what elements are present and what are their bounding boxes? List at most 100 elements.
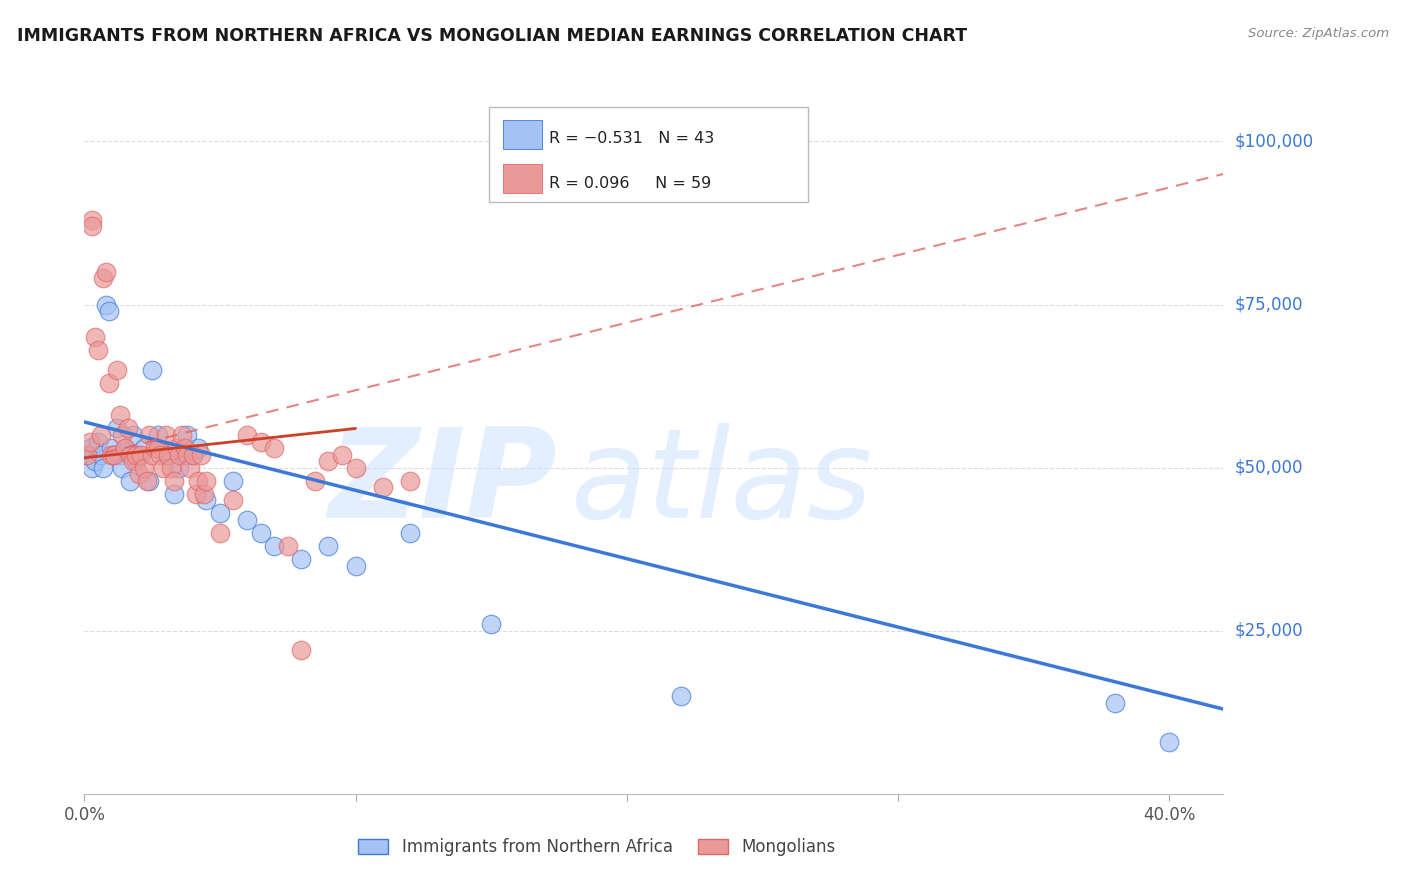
Point [160,460,183,475]
Point [163,474,186,488]
Point [179,460,201,475]
Point [208,525,231,540]
Point [187,441,209,455]
Point [170,428,193,442]
Point [249,434,271,449]
Point [135,474,157,488]
Point [157,448,180,462]
Point [87,434,110,449]
Point [479,617,502,632]
FancyBboxPatch shape [489,107,807,202]
Text: IMMIGRANTS FROM NORTHERN AFRICA VS MONGOLIAN MEDIAN EARNINGS CORRELATION CHART: IMMIGRANTS FROM NORTHERN AFRICA VS MONGO… [17,27,967,45]
Point [76,448,98,462]
Point [398,474,420,488]
Text: R = 0.096     N = 59: R = 0.096 N = 59 [548,176,711,191]
Text: $50,000: $50,000 [1234,458,1303,476]
Point [195,474,218,488]
Point [111,428,134,442]
Point [236,513,259,527]
Point [176,448,198,462]
Point [128,448,150,462]
Point [105,363,128,377]
Point [138,474,160,488]
Point [82,219,104,234]
Point [249,525,271,540]
Point [155,448,177,462]
Point [84,330,107,344]
Point [90,448,112,462]
Point [176,428,198,442]
Point [173,441,195,455]
Point [122,454,145,468]
Point [181,448,204,462]
Point [181,448,204,462]
Point [94,297,117,311]
Point [105,421,128,435]
Point [141,363,163,377]
Text: $100,000: $100,000 [1234,132,1313,151]
Point [277,539,299,553]
Point [108,448,131,462]
Text: Source: ZipAtlas.com: Source: ZipAtlas.com [1249,27,1389,40]
Point [111,460,134,475]
Point [146,441,169,455]
Point [93,271,115,285]
Point [344,460,367,475]
Point [330,448,353,462]
Point [125,454,148,468]
Point [318,454,340,468]
Point [187,474,209,488]
Point [146,428,169,442]
Point [290,643,312,657]
Point [290,552,312,566]
Point [82,460,104,475]
Point [163,487,186,501]
Point [149,448,172,462]
Point [103,448,125,462]
Point [120,474,142,488]
Point [143,441,166,455]
Point [398,525,420,540]
Point [93,460,115,475]
Point [195,493,218,508]
Point [169,460,191,475]
Point [184,487,207,501]
Point [87,343,110,358]
Point [125,448,148,462]
Point [1104,696,1126,710]
Point [131,448,153,462]
Point [132,441,155,455]
Point [79,434,101,449]
Point [97,376,120,390]
Point [166,441,188,455]
Point [208,506,231,520]
FancyBboxPatch shape [503,120,543,149]
Point [318,539,340,553]
Legend: Immigrants from Northern Africa, Mongolians: Immigrants from Northern Africa, Mongoli… [352,831,842,863]
Text: $25,000: $25,000 [1234,622,1303,640]
Point [190,448,212,462]
Point [100,448,122,462]
Point [236,428,259,442]
Point [263,539,285,553]
Point [344,558,367,573]
Point [100,441,122,455]
FancyBboxPatch shape [503,163,543,193]
Point [103,448,125,462]
Point [222,474,245,488]
Text: R = −0.531   N = 43: R = −0.531 N = 43 [548,131,714,146]
Text: atlas: atlas [571,424,873,544]
Point [108,409,131,423]
Point [669,689,692,703]
Point [117,421,139,435]
Point [84,454,107,468]
Point [114,441,136,455]
Point [128,467,150,482]
Text: $75,000: $75,000 [1234,295,1303,313]
Point [122,428,145,442]
Point [155,428,177,442]
Point [138,428,160,442]
Point [222,493,245,508]
Point [141,448,163,462]
Text: ZIP: ZIP [328,424,557,544]
